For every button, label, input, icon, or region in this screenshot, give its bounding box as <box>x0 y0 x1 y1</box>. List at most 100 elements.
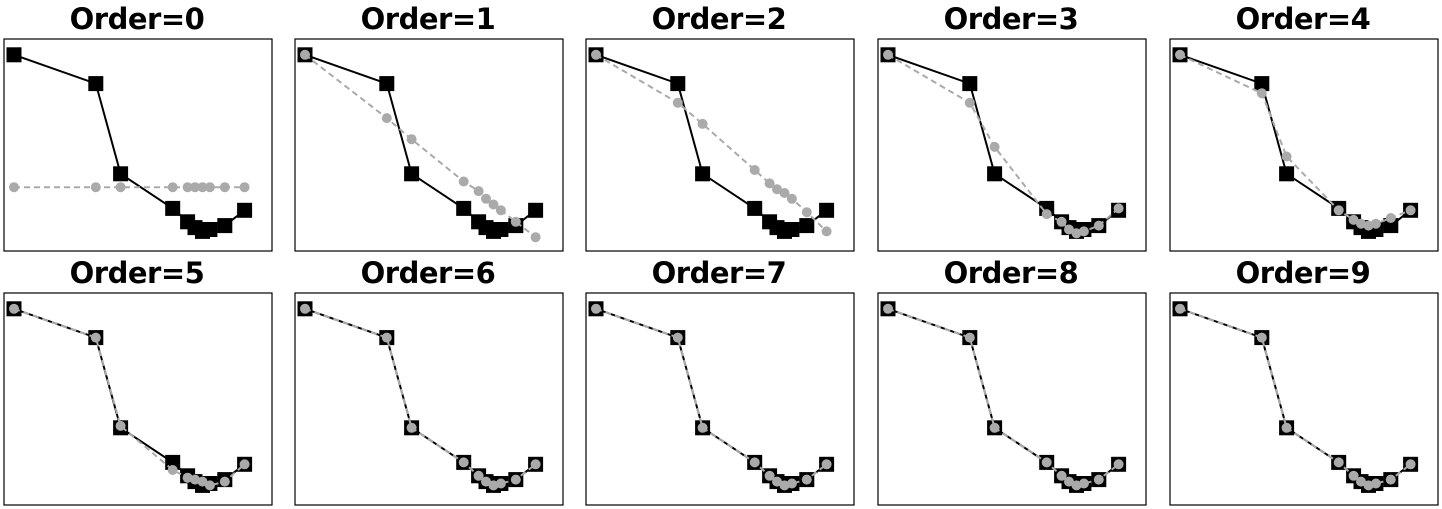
data-point-marker <box>987 166 1003 182</box>
fit-point-marker <box>204 480 215 491</box>
plot-area <box>3 292 273 506</box>
fit-point-marker <box>964 332 975 343</box>
panel-order-8: Order=8 <box>877 254 1167 508</box>
panel-order-0: Order=0 <box>3 0 293 254</box>
fit-point-marker <box>190 182 200 193</box>
fit-point-marker <box>1078 226 1089 237</box>
plot-area <box>877 38 1147 252</box>
fit-point-marker <box>786 478 797 489</box>
fit-point-marker <box>1041 457 1052 468</box>
fit-point-marker <box>1175 49 1185 60</box>
plot-frame <box>877 38 1147 252</box>
panel-order-2: Order=2 <box>585 0 875 254</box>
fit-line <box>1179 307 1412 487</box>
data-point-marker <box>747 200 763 216</box>
fit-point-marker <box>182 182 193 193</box>
fit-point-marker <box>381 332 392 343</box>
panel-order-9: Order=9 <box>1169 254 1442 508</box>
fit-point-marker <box>779 188 790 198</box>
fit-point-marker <box>1385 474 1396 485</box>
panel-order-4: Order=4 <box>1169 0 1442 254</box>
fit-line <box>887 53 1120 235</box>
fit-point-marker <box>300 49 310 60</box>
panel-title: Order=1 <box>360 2 496 36</box>
fit-point-marker <box>1356 476 1366 487</box>
plot-area <box>3 38 273 252</box>
fit-point-marker <box>406 134 417 145</box>
fit-point-marker <box>672 97 683 108</box>
fit-point-marker <box>510 216 521 227</box>
fit-point-marker <box>481 193 491 204</box>
fit-point-marker <box>481 476 491 487</box>
plot-area <box>294 292 564 506</box>
fit-point-marker <box>115 420 126 431</box>
fit-point-marker <box>1370 478 1381 489</box>
fit-point-marker <box>1064 476 1074 487</box>
panel-title: Order=2 <box>651 2 787 36</box>
fit-point-marker <box>90 332 101 343</box>
fit-point-marker <box>473 470 484 481</box>
fit-point-marker <box>204 182 215 193</box>
fit-point-marker <box>764 470 775 481</box>
fit-point-marker <box>115 182 126 193</box>
fit-point-marker <box>1405 459 1416 470</box>
fit-point-marker <box>458 457 469 468</box>
fit-point-marker <box>989 141 1000 152</box>
fit-point-marker <box>883 49 893 60</box>
fit-point-marker <box>1348 470 1359 481</box>
plot-frame <box>585 292 855 506</box>
plot-frame <box>1169 292 1439 506</box>
fit-point-marker <box>219 476 230 487</box>
data-point-marker <box>962 76 978 92</box>
plot-area <box>1169 292 1439 506</box>
panel-order-1: Order=1 <box>294 0 584 254</box>
data-point-marker <box>799 218 815 234</box>
data-point-marker <box>113 166 129 182</box>
fit-point-marker <box>1405 205 1416 216</box>
fit-point-marker <box>510 474 521 485</box>
plot-frame <box>3 38 273 252</box>
fit-point-marker <box>473 186 484 197</box>
panel-title: Order=0 <box>69 2 205 36</box>
fit-point-marker <box>786 193 797 204</box>
fit-point-marker <box>488 199 499 210</box>
data-point-marker <box>528 202 544 218</box>
fit-point-marker <box>381 113 392 124</box>
panel-title: Order=5 <box>69 256 205 290</box>
fit-point-marker <box>239 459 250 470</box>
fit-point-marker <box>1281 151 1292 162</box>
panel-title: Order=9 <box>1235 256 1371 290</box>
fit-line <box>13 307 246 487</box>
fit-point-marker <box>821 459 832 470</box>
fit-point-marker <box>1281 422 1292 433</box>
fit-point-marker <box>1113 459 1124 470</box>
fit-point-marker <box>495 205 506 216</box>
data-point-marker <box>819 202 835 218</box>
plot-area <box>585 38 855 252</box>
fit-point-marker <box>989 422 1000 433</box>
fit-point-marker <box>1348 214 1359 225</box>
fit-point-marker <box>801 474 812 485</box>
fit-point-marker <box>1113 203 1124 214</box>
fit-point-marker <box>591 49 601 60</box>
panel-order-6: Order=6 <box>294 254 584 508</box>
fit-point-marker <box>749 165 760 175</box>
fit-point-marker <box>591 303 601 314</box>
panel-order-5: Order=5 <box>3 254 293 508</box>
data-point-marker <box>1254 76 1270 92</box>
data-point-marker <box>670 76 686 92</box>
fit-point-marker <box>1370 218 1381 229</box>
fit-point-marker <box>1385 213 1396 223</box>
fit-point-marker <box>530 232 541 243</box>
plot-frame <box>877 292 1147 506</box>
fit-point-marker <box>197 182 208 193</box>
fit-point-marker <box>406 422 417 433</box>
fit-point-marker <box>9 182 19 193</box>
data-point-marker <box>88 76 104 92</box>
panel-title: Order=4 <box>1235 2 1371 36</box>
fit-point-marker <box>1256 88 1267 99</box>
plot-frame <box>294 38 564 252</box>
fit-point-marker <box>1064 224 1074 235</box>
fit-point-marker <box>1333 457 1344 468</box>
